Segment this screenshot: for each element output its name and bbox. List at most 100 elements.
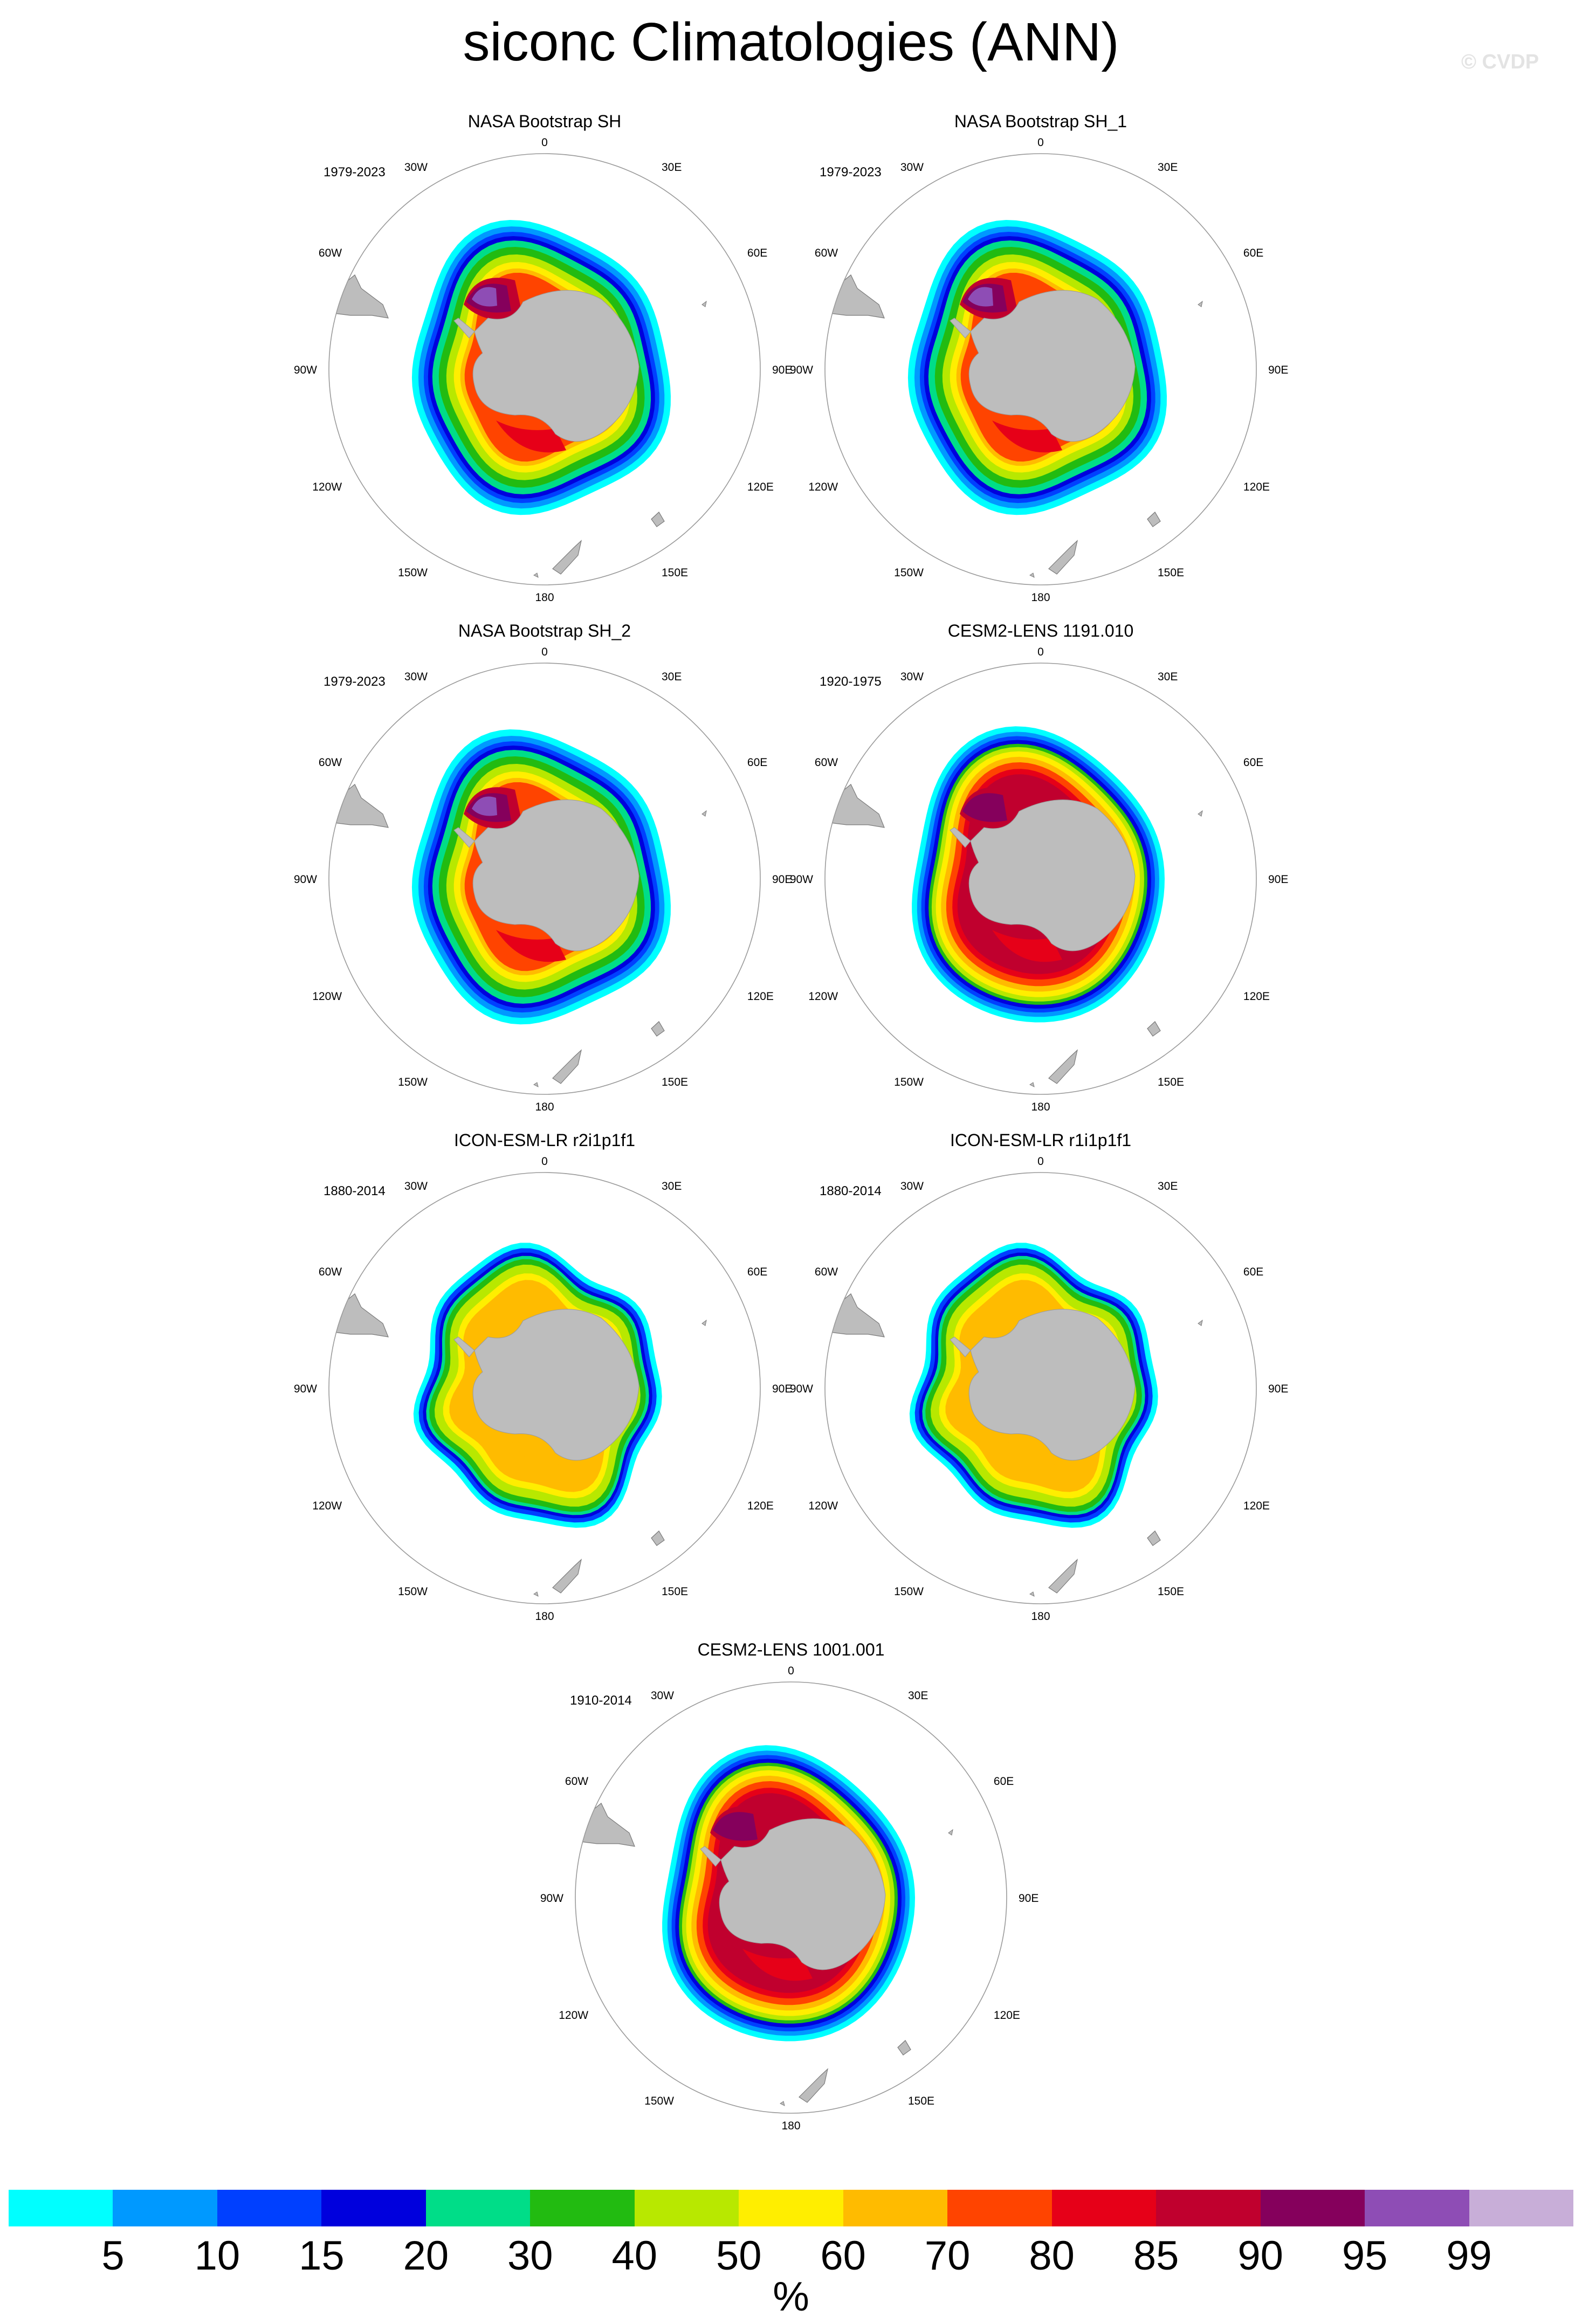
- map-boundary: [328, 1172, 761, 1604]
- lon-label: 60E: [1243, 1266, 1263, 1278]
- colorbar-swatch: [1260, 2190, 1365, 2226]
- lon-label: 180: [1031, 1610, 1050, 1623]
- lon-label: 90W: [790, 873, 813, 886]
- colorbar-tick-label: 20: [403, 2233, 449, 2279]
- lon-label: 90E: [772, 1383, 792, 1395]
- lon-label: 150W: [894, 567, 924, 579]
- ice-patch: [512, 1442, 561, 1466]
- colorbar-swatch: [947, 2190, 1052, 2226]
- ice-patch: [962, 793, 1007, 822]
- panel-title: NASA Bootstrap SH: [467, 112, 622, 131]
- lon-label: 60W: [565, 1775, 588, 1788]
- lon-label: 150W: [398, 567, 428, 579]
- lon-label: 90W: [294, 1383, 317, 1395]
- lon-label: 60E: [747, 756, 767, 769]
- lon-label: 120E: [747, 1500, 774, 1512]
- colorbar-tick-label: 90: [1237, 2233, 1283, 2279]
- figure-title: siconc Climatologies (ANN): [463, 12, 1119, 72]
- south-america-land: [329, 784, 389, 828]
- panel-period: 1910-2014: [570, 1693, 632, 1708]
- lon-label: 180: [1031, 591, 1050, 604]
- island-land: [651, 1021, 665, 1037]
- polar-map: 0 30E 60E 90E 120E 150E 180 150W 120W 90W 60W 30W: [294, 1155, 793, 1623]
- lon-label: 180: [781, 2120, 800, 2132]
- colorbar-tick-label: 85: [1133, 2233, 1179, 2279]
- lon-label: 90W: [790, 1383, 813, 1395]
- antarctica-land: [472, 1309, 639, 1461]
- lon-label: 90E: [772, 364, 792, 376]
- colorbar-swatch: [1051, 2190, 1157, 2226]
- island-land: [1198, 1319, 1203, 1326]
- colorbar-tick-label: 99: [1446, 2233, 1492, 2279]
- colorbar-swatch: [843, 2190, 948, 2226]
- panel-period: 1880-2014: [820, 1184, 882, 1198]
- antarctica-land: [968, 1309, 1136, 1461]
- lon-label: 0: [541, 1155, 548, 1168]
- lon-label: 150W: [894, 1076, 924, 1088]
- lon-label: 30E: [662, 671, 682, 683]
- new-zealand-land: [552, 1049, 582, 1084]
- panel-period: 1979-2023: [820, 165, 882, 180]
- map-boundary: [575, 1681, 1007, 2114]
- lon-label: 30W: [404, 671, 428, 683]
- lon-label: 0: [541, 136, 548, 149]
- map-panel: ICON-ESM-LR r2i1p1f1 1880-2014 0 30E 60E 90E 1…: [294, 1129, 793, 1636]
- island-land: [897, 2040, 911, 2056]
- ice-patch: [472, 796, 497, 816]
- lon-label: 30W: [900, 1180, 924, 1192]
- lon-label: 120E: [1243, 1500, 1270, 1512]
- lon-label: 60E: [1243, 756, 1263, 769]
- lon-label: 60W: [815, 1266, 838, 1278]
- colorbar-tick-label: 10: [194, 2233, 240, 2279]
- lon-label: 120E: [994, 2009, 1020, 2022]
- lon-label: 30E: [662, 161, 682, 174]
- lon-label: 30E: [662, 1180, 682, 1192]
- lon-label: 120W: [559, 2009, 588, 2022]
- colorbar-swatch: [217, 2190, 322, 2226]
- lon-label: 150E: [662, 1076, 688, 1088]
- ice-patch: [472, 287, 497, 307]
- antarctica-land: [472, 799, 639, 951]
- lon-label: 60E: [747, 1266, 767, 1278]
- lon-label: 90W: [790, 364, 813, 376]
- island-land: [1147, 1021, 1161, 1037]
- colorbar-tick-label: 40: [611, 2233, 658, 2279]
- lon-label: 150E: [908, 2095, 934, 2107]
- colorbar-swatch: [634, 2190, 739, 2226]
- colorbar-tick-label: 60: [820, 2233, 866, 2279]
- colorbar-swatch: [1469, 2190, 1574, 2226]
- ice-patch: [742, 1949, 813, 1981]
- panel-title: CESM2-LENS 1001.001: [697, 1640, 885, 1659]
- colorbar-tick-label: 15: [299, 2233, 345, 2279]
- colorbar-tick-label: 70: [924, 2233, 971, 2279]
- lon-label: 0: [788, 1665, 794, 1677]
- map-boundary: [824, 663, 1257, 1095]
- antarctic-peninsula: [453, 1336, 475, 1357]
- panel-period: 1979-2023: [324, 165, 386, 180]
- island-land: [1029, 1082, 1035, 1087]
- antarctic-peninsula: [950, 1336, 971, 1357]
- lon-label: 60W: [319, 756, 342, 769]
- lon-label: 0: [541, 646, 548, 658]
- lon-label: 120W: [808, 481, 838, 493]
- lon-label: 120E: [1243, 481, 1270, 493]
- new-zealand-land: [1048, 1049, 1078, 1084]
- new-zealand-land: [799, 2068, 829, 2103]
- antarctica-land: [472, 290, 639, 442]
- new-zealand-land: [552, 540, 582, 575]
- island-land: [1198, 810, 1203, 817]
- lon-label: 120E: [747, 990, 774, 1003]
- colorbar-swatch: [1156, 2190, 1261, 2226]
- island-land: [701, 810, 707, 817]
- lon-label: 150W: [398, 1076, 428, 1088]
- map-boundary: [824, 153, 1257, 585]
- ice-patch: [496, 930, 566, 962]
- panel-title: ICON-ESM-LR r2i1p1f1: [453, 1130, 636, 1150]
- colorbar-swatch: [113, 2190, 217, 2226]
- lon-label: 120E: [747, 481, 774, 493]
- lon-label: 60W: [319, 1266, 342, 1278]
- island-land: [651, 512, 665, 527]
- panel-title: CESM2-LENS 1191.010: [947, 621, 1134, 640]
- map-boundary: [328, 663, 761, 1095]
- south-america-land: [825, 784, 885, 828]
